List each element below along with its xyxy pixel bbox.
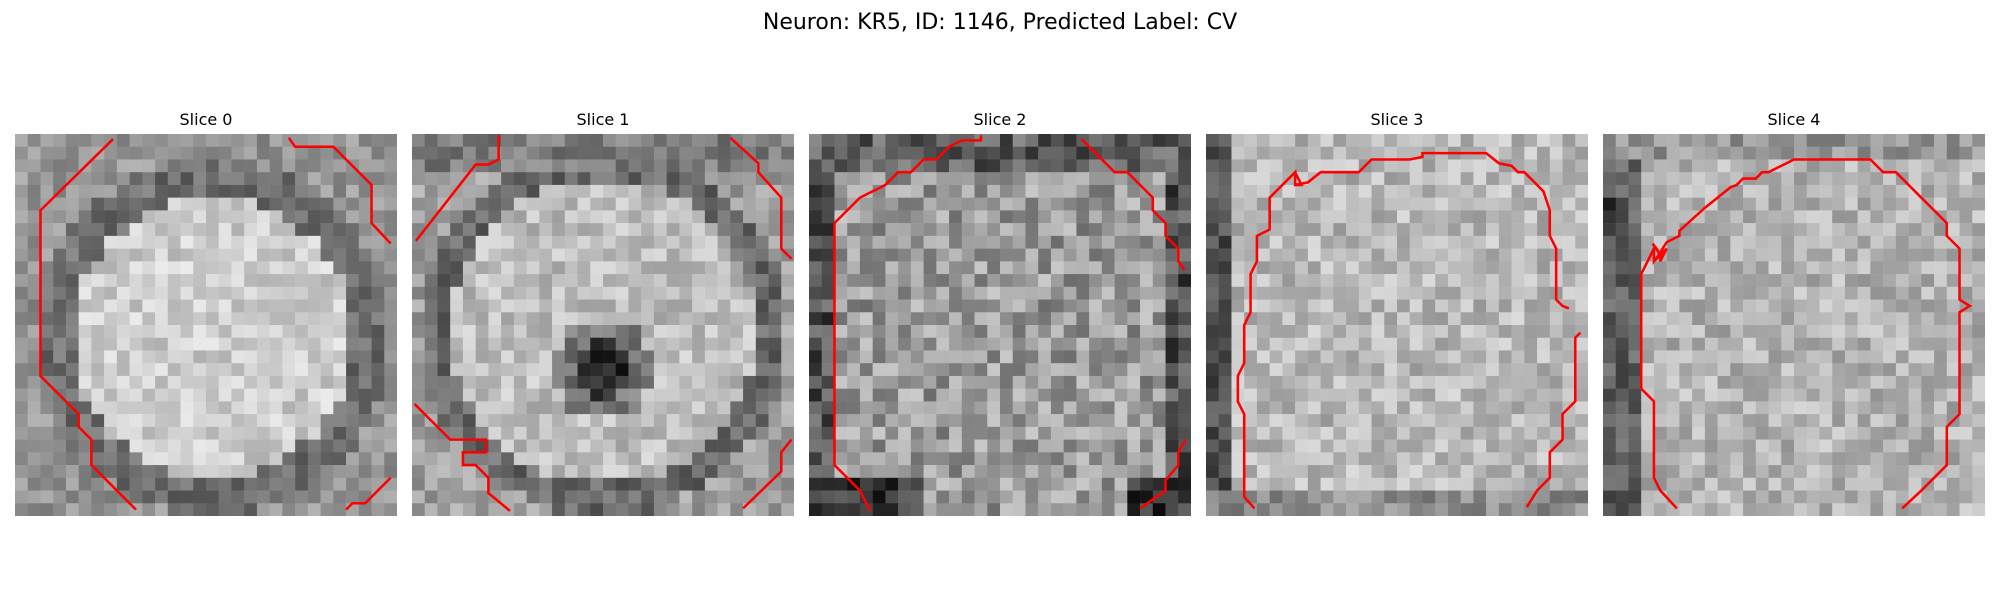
red-contour-right xyxy=(1080,138,1186,271)
red-contour-bottom-right xyxy=(742,438,793,510)
slice-title-4: Slice 4 xyxy=(1767,110,1821,129)
slice-image-1 xyxy=(412,134,794,516)
figure-title: Neuron: KR5, ID: 1146, Predicted Label: … xyxy=(762,10,1238,35)
slice-image-4 xyxy=(1603,134,1985,516)
slice-panel-3: Slice 3 xyxy=(1206,108,1588,516)
slice-pixels xyxy=(1206,134,1588,516)
slice-title-2: Slice 2 xyxy=(973,110,1027,129)
red-contour-bottom-right xyxy=(1139,438,1187,510)
red-contour-right xyxy=(1525,331,1582,508)
slice-panel-1: Slice 1 xyxy=(412,108,794,516)
red-contour-bottom-right xyxy=(345,476,392,511)
slice-pixels xyxy=(1603,134,1985,516)
red-contour-left xyxy=(39,138,137,511)
slice-image-0 xyxy=(15,134,397,516)
slice-title-0: Slice 0 xyxy=(179,110,233,129)
slice-image-3 xyxy=(1206,134,1588,516)
red-contour-main xyxy=(1639,158,1973,510)
red-contour-top-right xyxy=(729,136,793,260)
red-contour-bottom-left xyxy=(413,403,511,512)
slice-title-1: Slice 1 xyxy=(576,110,630,129)
slice-image-2 xyxy=(809,134,1191,516)
slice-pixels xyxy=(15,134,397,516)
red-contour-right xyxy=(287,137,392,245)
slice-pixels xyxy=(809,134,1191,516)
slice-panel-4: Slice 4 xyxy=(1603,108,1985,516)
red-contour-left xyxy=(833,135,983,512)
slice-title-3: Slice 3 xyxy=(1370,110,1424,129)
slice-panel-0: Slice 0 xyxy=(15,108,397,516)
red-contour-top-left xyxy=(414,135,500,242)
slice-pixels xyxy=(412,134,794,516)
red-contour-main xyxy=(1236,151,1570,510)
slice-panel-2: Slice 2 xyxy=(809,108,1191,516)
